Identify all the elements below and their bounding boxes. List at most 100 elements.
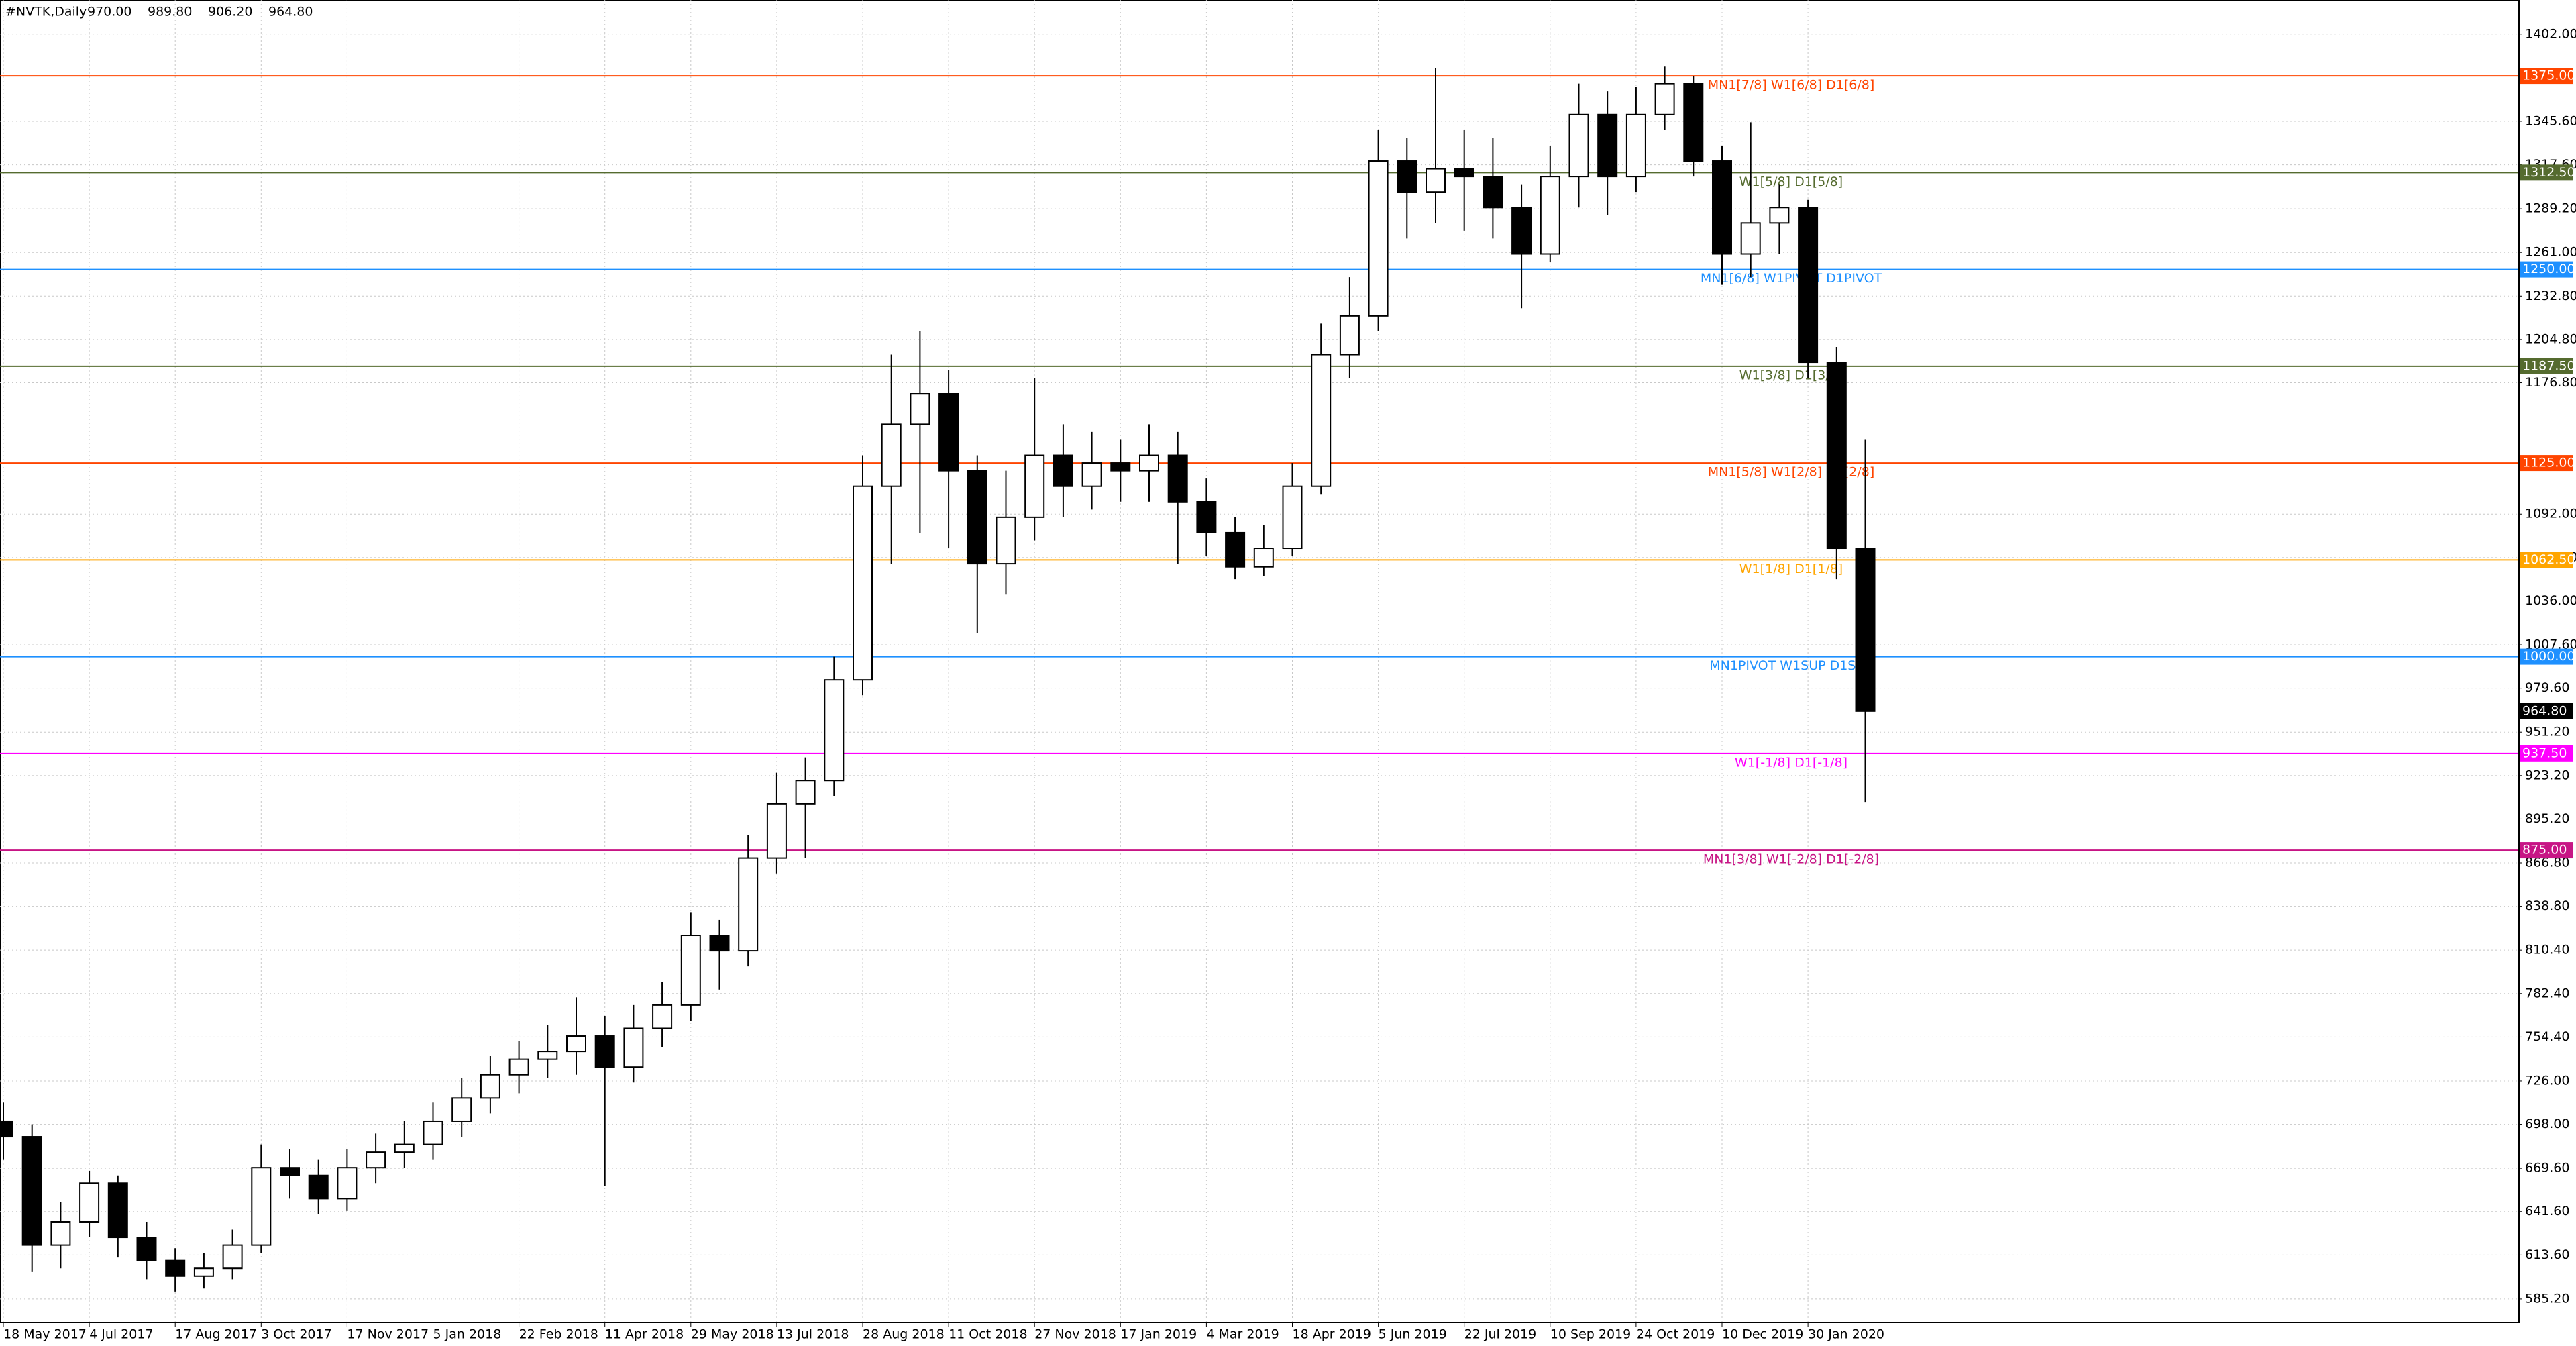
candle-body (652, 1004, 673, 1029)
candle-body (709, 935, 730, 952)
candle-body (79, 1182, 100, 1223)
candle-body (1683, 83, 1704, 162)
price-tag-label: 1062.50 (2522, 552, 2575, 567)
candle-body (1397, 160, 1417, 193)
y-tick-label: 698.00 (2525, 1117, 2569, 1131)
candle-body (1426, 168, 1446, 193)
price-tag-label: 937.50 (2522, 745, 2567, 760)
candle-body (107, 1182, 128, 1239)
x-tick-label: 5 Jan 2018 (433, 1327, 502, 1342)
candle-body (1110, 462, 1131, 472)
y-tick-label: 951.20 (2525, 725, 2569, 739)
level-text: W1[-1/8] D1[-1/8] (1735, 755, 1847, 770)
price-tag (2520, 68, 2573, 85)
candle-body (795, 780, 816, 805)
candle-body (680, 935, 701, 1006)
candle-body (1081, 462, 1102, 487)
price-tag-label: 1312.50 (2522, 165, 2575, 180)
candle-body (193, 1267, 214, 1277)
candle-body (0, 1120, 13, 1138)
plot-frame (0, 0, 2520, 1323)
y-tick-label: 1036.00 (2525, 593, 2576, 608)
candle-body (996, 516, 1016, 565)
candle-body (165, 1259, 186, 1277)
last-price-label: 964.80 (2522, 703, 2567, 718)
x-tick-label: 22 Feb 2018 (519, 1327, 598, 1342)
candle-body (280, 1167, 300, 1176)
candle-body (1454, 168, 1474, 178)
candle-body (938, 393, 959, 472)
candle-body (1053, 454, 1073, 487)
x-tick-label: 17 Nov 2017 (347, 1327, 429, 1342)
candle-body (423, 1120, 443, 1145)
x-tick-label: 17 Jan 2019 (1120, 1327, 1197, 1342)
price-tag-label: 1000.00 (2522, 649, 2575, 664)
x-tick-label: 27 Nov 2018 (1034, 1327, 1116, 1342)
y-tick-label: 669.60 (2525, 1161, 2569, 1176)
y-tick-label: 754.40 (2525, 1029, 2569, 1044)
y-tick-label: 810.40 (2525, 943, 2569, 957)
y-tick-label: 641.60 (2525, 1204, 2569, 1219)
candle-body (1511, 207, 1532, 255)
ohlc-value: 970.00 (87, 5, 131, 19)
candle-body (1024, 454, 1045, 518)
y-tick-label: 1261.00 (2525, 245, 2576, 260)
level-text: MN1[6/8] W1PIVOT D1PIVOT (1701, 271, 1882, 286)
price-tag-label: 875.00 (2522, 843, 2567, 858)
x-tick-label: 11 Apr 2018 (605, 1327, 684, 1342)
price-tag (2520, 164, 2573, 181)
price-tag (2520, 552, 2573, 568)
candle-body (1483, 176, 1503, 209)
candle-body (508, 1058, 529, 1076)
x-tick-label: 5 Jun 2019 (1379, 1327, 1447, 1342)
level-text: MN1PIVOT W1SUP D1SUP (1709, 658, 1873, 673)
price-tag (2520, 842, 2573, 859)
candle-body (1253, 548, 1274, 568)
x-tick-label: 11 Oct 2018 (949, 1327, 1027, 1342)
candle-body (1167, 454, 1188, 503)
candle-body (623, 1027, 644, 1068)
candle-body (1368, 160, 1389, 317)
x-tick-label: 22 Jul 2019 (1464, 1327, 1537, 1342)
candle-body (1769, 207, 1790, 224)
candle-body (1654, 83, 1675, 115)
candle-body (136, 1237, 157, 1261)
candle-body (766, 803, 787, 859)
x-tick-label: 4 Jul 2017 (89, 1327, 153, 1342)
candle-body (824, 679, 845, 782)
y-tick-label: 782.40 (2525, 986, 2569, 1000)
candle-body (222, 1244, 243, 1270)
candle-body (1139, 454, 1159, 472)
candle-body (451, 1097, 472, 1122)
price-tag (2520, 358, 2573, 374)
candle-body (1311, 354, 1332, 487)
candle-body (21, 1136, 42, 1246)
level-text: MN1[7/8] W1[6/8] D1[6/8] (1708, 78, 1875, 93)
price-tag-label: 1375.00 (2522, 68, 2575, 83)
x-tick-label: 24 Oct 2019 (1636, 1327, 1715, 1342)
candle-body (50, 1221, 71, 1246)
y-tick-label: 1402.00 (2525, 26, 2576, 41)
y-tick-label: 838.80 (2525, 898, 2569, 913)
candle-body (1826, 362, 1847, 550)
y-tick-label: 866.80 (2525, 855, 2569, 870)
x-tick-label: 4 Mar 2019 (1206, 1327, 1279, 1342)
x-tick-label: 28 Aug 2018 (863, 1327, 945, 1342)
price-tag (2520, 455, 2573, 472)
y-tick-label: 1176.80 (2525, 375, 2576, 390)
ohlc-value: 989.80 (148, 5, 192, 19)
level-text: W1[1/8] D1[1/8] (1739, 562, 1843, 576)
candle-body (308, 1174, 329, 1200)
candle-body (1740, 222, 1761, 255)
x-tick-label: 17 Aug 2017 (175, 1327, 257, 1342)
candle-body (1855, 548, 1876, 712)
y-tick-label: 895.20 (2525, 811, 2569, 826)
y-tick-label: 1092.00 (2525, 507, 2576, 521)
x-tick-label: 29 May 2018 (691, 1327, 774, 1342)
candle-body (251, 1167, 272, 1246)
candle-body (1625, 113, 1646, 178)
price-tag-label: 1125.00 (2522, 456, 2575, 470)
price-tag (2520, 745, 2573, 762)
y-tick-label: 1289.20 (2525, 201, 2576, 216)
